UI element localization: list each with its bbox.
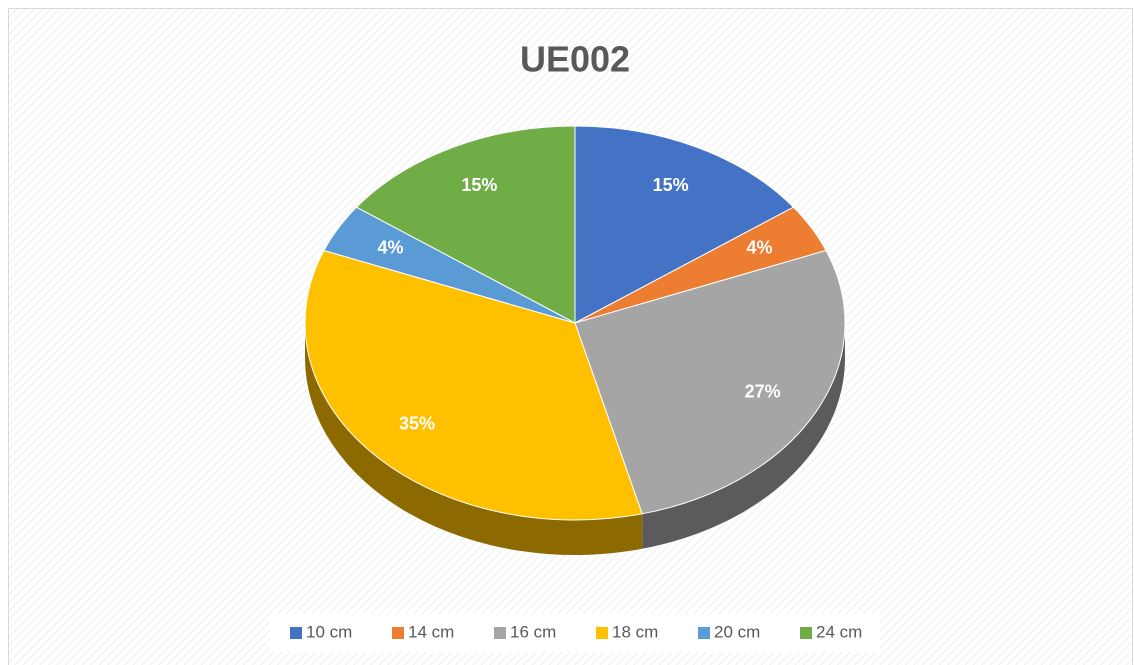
legend-label: 14 cm xyxy=(408,622,454,641)
legend-swatch xyxy=(290,627,302,639)
data-label: 15% xyxy=(653,175,689,195)
data-label: 27% xyxy=(745,382,781,402)
pie-slice xyxy=(574,249,846,515)
legend-label: 18 cm xyxy=(612,622,658,641)
pie-slice xyxy=(355,125,576,324)
data-label: 4% xyxy=(377,238,403,258)
pie-slice-side xyxy=(305,323,643,556)
chart-title: UE002 xyxy=(520,39,630,80)
legend-swatch xyxy=(392,627,404,639)
data-label: 15% xyxy=(461,175,497,195)
pie-slice xyxy=(304,249,643,521)
legend-label: 20 cm xyxy=(714,622,760,641)
pie-slice xyxy=(574,125,795,324)
legend-box xyxy=(270,614,880,652)
data-label: 4% xyxy=(747,238,773,258)
legend-swatch xyxy=(596,627,608,639)
legend-label: 24 cm xyxy=(816,622,862,641)
legend-swatch xyxy=(800,627,812,639)
legend-swatch xyxy=(494,627,506,639)
pie-slice-side xyxy=(642,323,845,549)
legend-label: 10 cm xyxy=(306,622,352,641)
legend-label: 16 cm xyxy=(510,622,556,641)
legend-swatch xyxy=(698,627,710,639)
data-label: 35% xyxy=(399,413,435,433)
